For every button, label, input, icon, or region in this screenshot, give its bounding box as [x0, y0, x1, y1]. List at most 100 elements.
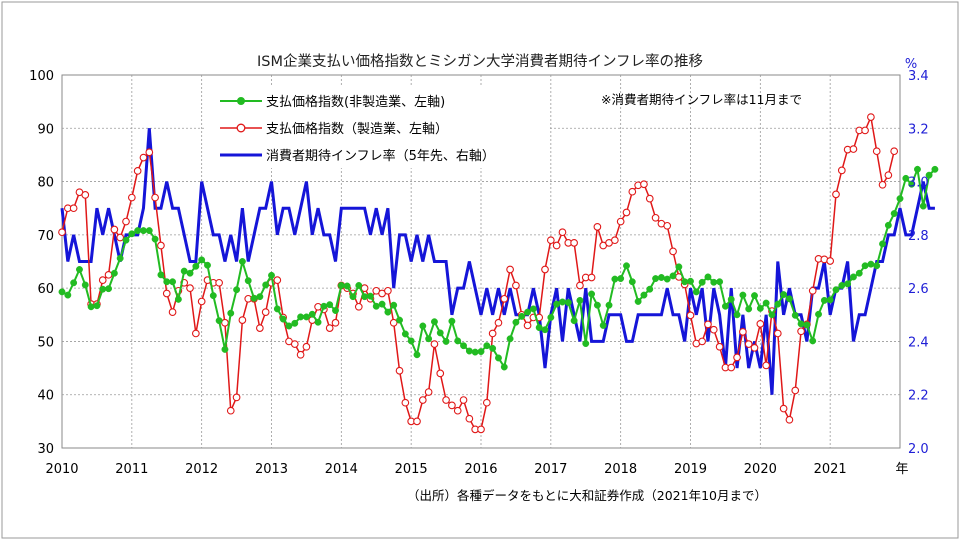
x-tick-label: 2014: [325, 462, 358, 477]
point-manufacturing: [110, 225, 119, 234]
point-manufacturing: [384, 286, 392, 295]
point-services: [914, 165, 921, 173]
point-manufacturing: [750, 343, 759, 352]
point-services: [628, 278, 636, 286]
legend-item-manufacturing: 支払価格指数（製造業、左軸）: [220, 121, 448, 137]
point-services: [308, 310, 316, 318]
left-tick-label: 70: [37, 229, 54, 244]
right-axis-unit: %: [905, 57, 917, 72]
point-services: [820, 296, 828, 304]
point-manufacturing: [232, 393, 241, 402]
point-services: [588, 290, 596, 298]
point-manufacturing: [453, 406, 462, 415]
point-manufacturing: [488, 329, 497, 338]
point-services: [681, 278, 689, 286]
point-services: [378, 300, 386, 308]
point-services: [471, 348, 479, 356]
point-services: [180, 267, 188, 275]
point-services: [547, 314, 555, 321]
point-manufacturing: [727, 363, 736, 372]
point-services: [64, 291, 72, 299]
series-line-expectations: [60, 128, 935, 395]
point-services: [343, 282, 351, 290]
point-services: [570, 317, 578, 325]
point-services: [535, 324, 543, 332]
point-services: [576, 296, 584, 304]
point-services: [553, 300, 561, 308]
point-manufacturing: [162, 289, 171, 298]
point-services: [593, 301, 601, 309]
point-services: [559, 298, 566, 306]
point-services: [884, 221, 892, 229]
point-services: [803, 321, 811, 329]
point-services: [541, 326, 549, 334]
point-services: [448, 317, 456, 325]
point-manufacturing: [424, 388, 433, 396]
point-manufacturing: [576, 281, 584, 290]
point-services: [273, 305, 281, 313]
point-services: [687, 277, 694, 285]
point-services: [902, 174, 910, 182]
point-services: [163, 278, 171, 286]
point-manufacturing: [669, 247, 677, 256]
point-services: [221, 345, 229, 353]
point-services: [174, 295, 182, 303]
source-note: （出所）各種データをもとに大和証券作成（2021年10月まで）: [407, 488, 767, 503]
point-manufacturing: [261, 308, 270, 316]
point-services: [262, 281, 270, 289]
left-tick-label: 30: [37, 442, 54, 457]
point-services: [599, 321, 607, 329]
point-manufacturing: [413, 417, 421, 426]
point-manufacturing: [273, 276, 282, 285]
point-manufacturing: [192, 329, 200, 338]
point-services: [413, 351, 421, 359]
x-tick-label: 2013: [255, 462, 288, 477]
point-services: [809, 337, 817, 345]
series-expectations: [60, 128, 935, 395]
point-services: [366, 292, 374, 300]
point-manufacturing: [69, 204, 78, 213]
point-services: [355, 282, 363, 289]
point-manufacturing: [884, 171, 893, 180]
point-services: [297, 313, 305, 321]
point-services: [727, 295, 735, 303]
point-services: [233, 286, 241, 294]
point-services: [372, 302, 380, 310]
legend-marker-services: [237, 97, 245, 105]
point-services: [873, 262, 881, 270]
point-manufacturing: [628, 187, 637, 196]
point-services: [244, 277, 252, 285]
point-services: [401, 330, 409, 338]
point-services: [710, 278, 718, 286]
legend-item-services: 支払価格指数(非製造業、左軸): [220, 94, 445, 110]
legend-item-expectations: 消費者期待インフレ率（5年先、右軸）: [220, 148, 495, 164]
point-services: [128, 230, 136, 238]
left-tick-label: 80: [37, 176, 54, 191]
series-services: [58, 165, 939, 371]
point-manufacturing: [418, 396, 427, 404]
point-manufacturing: [756, 319, 765, 328]
point-services: [87, 303, 95, 311]
point-services: [58, 288, 66, 296]
point-services: [756, 304, 764, 312]
point-services: [436, 329, 444, 337]
right-tick-label: 3.4: [908, 69, 929, 84]
point-manufacturing: [785, 415, 794, 424]
point-services: [762, 299, 770, 307]
point-services: [326, 301, 334, 309]
point-services: [815, 310, 822, 318]
point-services: [844, 280, 852, 288]
point-manufacturing: [436, 369, 445, 378]
point-services: [745, 305, 753, 313]
point-manufacturing: [744, 340, 753, 348]
point-manufacturing: [506, 265, 514, 274]
point-manufacturing: [546, 236, 555, 245]
point-manufacturing: [168, 308, 177, 316]
point-manufacturing: [849, 145, 858, 153]
point-services: [721, 302, 729, 310]
point-services: [919, 202, 927, 210]
point-services: [500, 363, 508, 371]
point-services: [256, 293, 264, 301]
